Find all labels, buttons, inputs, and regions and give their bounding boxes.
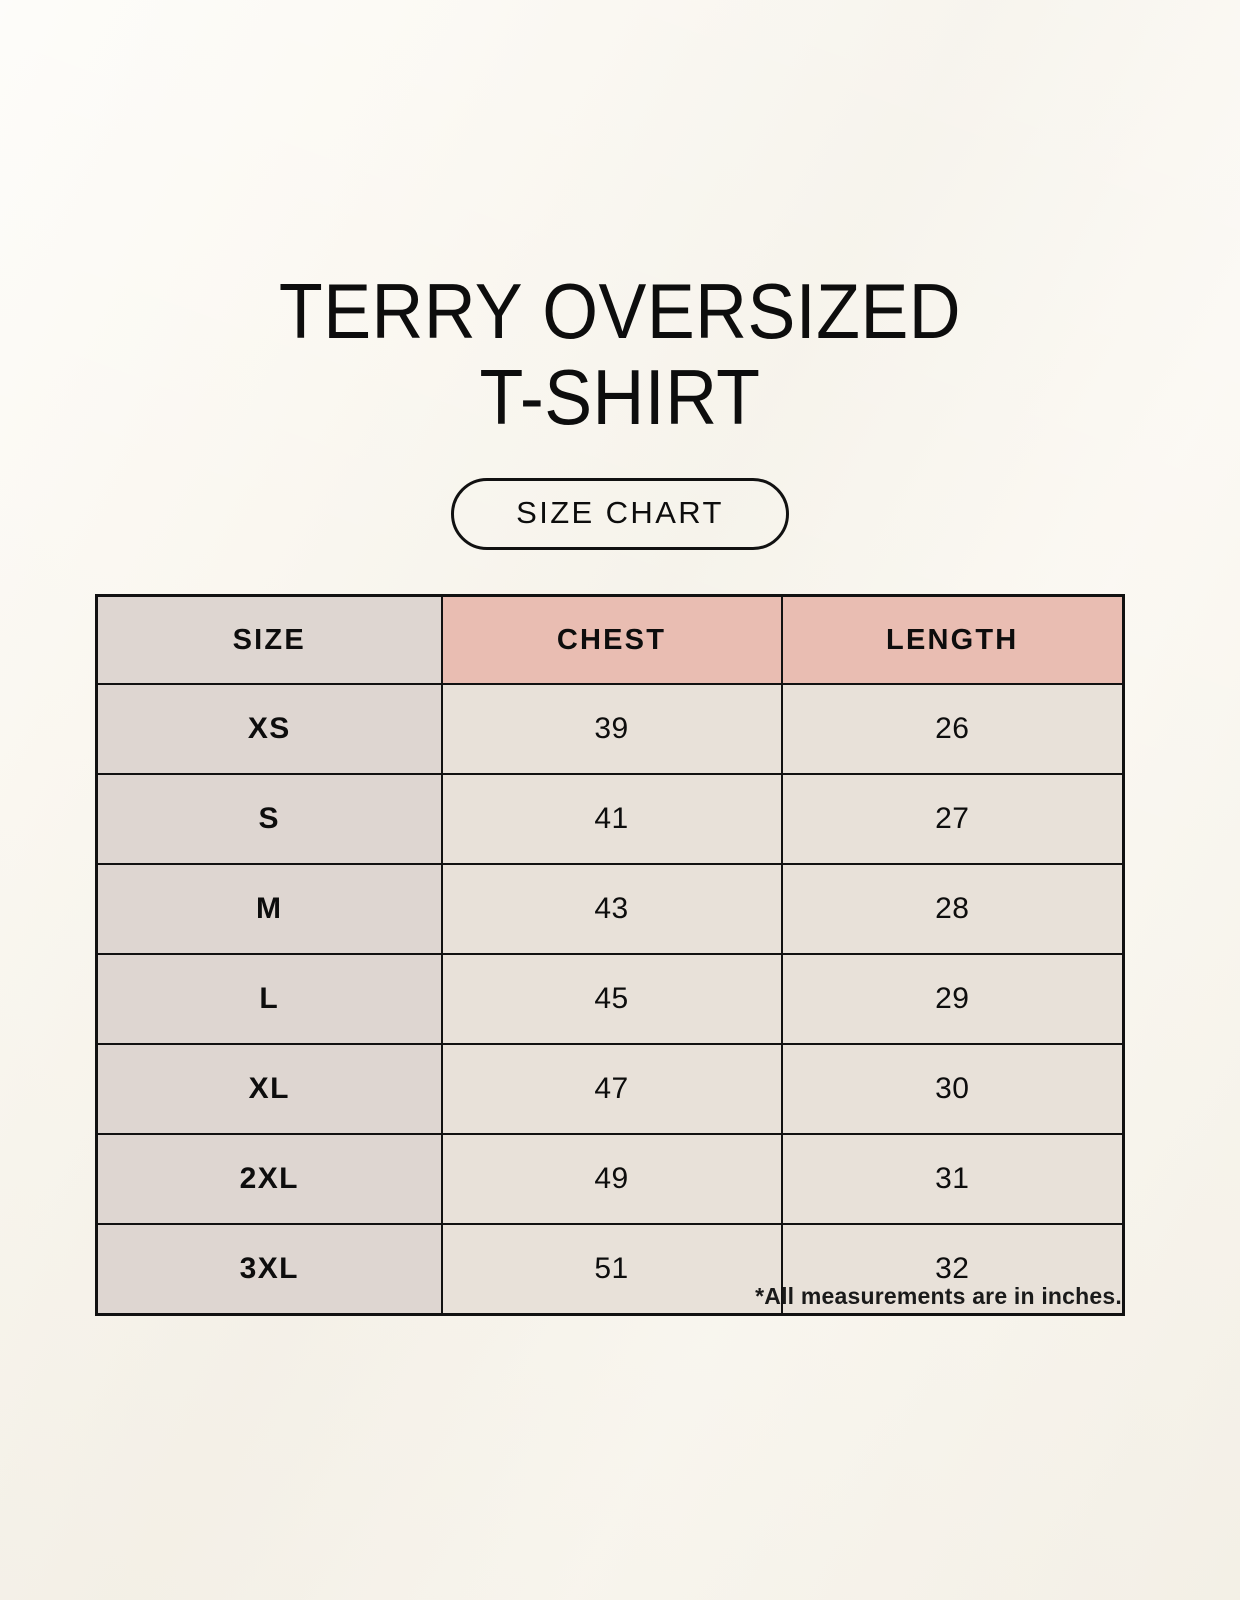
cell-chest: 47 (440, 1043, 783, 1135)
column-header-length: LENGTH (780, 594, 1125, 685)
table-row: S 41 27 (95, 773, 1125, 865)
cell-size: S (95, 773, 443, 865)
table-row: XS 39 26 (95, 683, 1125, 775)
cell-length: 26 (780, 683, 1125, 775)
cell-size: M (95, 863, 443, 955)
measurements-footnote: *All measurements are in inches. (755, 1283, 1122, 1309)
table-header-row: SIZE CHEST LENGTH (95, 594, 1125, 685)
cell-size: XL (95, 1043, 443, 1135)
badge-container: SIZE CHART (0, 478, 1240, 550)
title-line-2: T-SHIRT (479, 353, 761, 441)
size-chart-badge: SIZE CHART (451, 478, 789, 550)
cell-length: 32 (780, 1223, 1125, 1316)
size-table-body: XS 39 26 S 41 27 M 43 28 L 45 29 (95, 683, 1125, 1316)
column-header-size: SIZE (95, 594, 443, 685)
cell-length: 28 (780, 863, 1125, 955)
page-title: TERRY OVERSIZED T-SHIRT (0, 268, 1240, 440)
cell-length: 27 (780, 773, 1125, 865)
table-row: L 45 29 (95, 953, 1125, 1045)
cell-length: 31 (780, 1133, 1125, 1225)
table-row: XL 47 30 (95, 1043, 1125, 1135)
table-row: M 43 28 (95, 863, 1125, 955)
cell-chest: 43 (440, 863, 783, 955)
cell-length: 30 (780, 1043, 1125, 1135)
table-row: 3XL 51 32 (95, 1223, 1125, 1316)
cell-length: 29 (780, 953, 1125, 1045)
cell-size: 2XL (95, 1133, 443, 1225)
cell-size: XS (95, 683, 443, 775)
cell-chest: 41 (440, 773, 783, 865)
table-row: 2XL 49 31 (95, 1133, 1125, 1225)
cell-chest: 51 (440, 1223, 783, 1316)
cell-chest: 39 (440, 683, 783, 775)
title-line-1: TERRY OVERSIZED (278, 267, 962, 355)
column-header-chest: CHEST (440, 594, 783, 685)
cell-chest: 49 (440, 1133, 783, 1225)
size-table: SIZE CHEST LENGTH XS 39 26 S 41 27 M (95, 594, 1125, 1316)
cell-chest: 45 (440, 953, 783, 1045)
size-table-container: SIZE CHEST LENGTH XS 39 26 S 41 27 M (95, 594, 1125, 1316)
cell-size: 3XL (95, 1223, 443, 1316)
cell-size: L (95, 953, 443, 1045)
